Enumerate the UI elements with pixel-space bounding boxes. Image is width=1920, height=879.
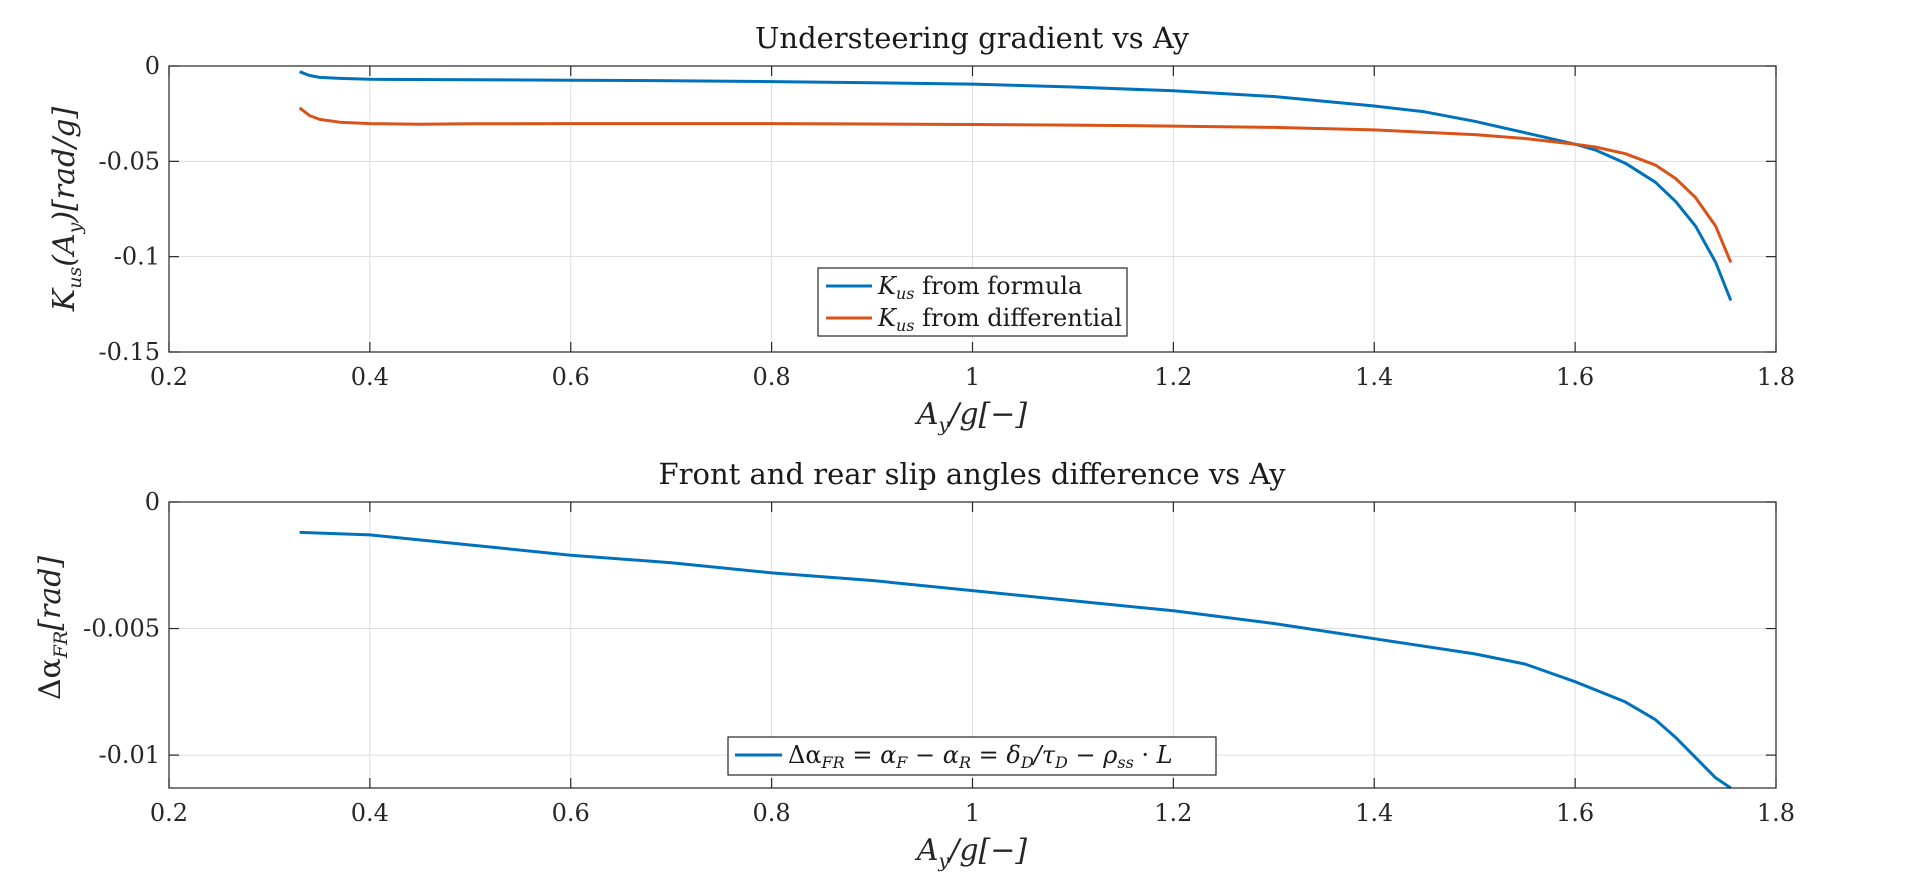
- x-tick-label: 1.4: [1355, 799, 1393, 827]
- x-tick-label: 0.2: [150, 799, 188, 827]
- legend-box: [817, 267, 1128, 337]
- x-tick-label: 1.6: [1556, 799, 1594, 827]
- y-tick-label: -0.15: [98, 338, 160, 366]
- y-axis-ticks: 0 -0.05 -0.1 -0.15: [98, 52, 1776, 366]
- legend: ΔαFR = αF − αR = δD/τD − ρss · L: [727, 736, 1217, 776]
- plot-frame: [168, 65, 1777, 353]
- x-tick-label: 1.2: [1154, 363, 1192, 391]
- x-tick-label: 0.8: [753, 363, 791, 391]
- y-tick-label: -0.01: [98, 741, 160, 769]
- y-tick-label: 0: [145, 52, 160, 80]
- x-tick-label: 0.4: [351, 363, 389, 391]
- x-tick-label: 0.2: [150, 363, 188, 391]
- x-tick-label: 0.8: [753, 799, 791, 827]
- plot-understeering-gradient: Understeering gradient vs Ay 0.2 0.4 0.6 0.…: [47, 21, 1795, 436]
- x-tick-label: 1.8: [1757, 363, 1795, 391]
- series-line-1: [299, 70, 1733, 302]
- series-lines: [299, 530, 1732, 790]
- x-tick-label: 0.4: [351, 799, 389, 827]
- legend-entry-formula: Kus from formula: [877, 272, 1082, 303]
- legend: Kus from formula Kus from differential: [817, 267, 1128, 337]
- y-tick-label: -0.05: [98, 147, 160, 175]
- x-tick-label: 0.6: [552, 799, 590, 827]
- y-axis-ticks: 0 -0.005 -0.01: [83, 488, 1776, 769]
- plot-slip-angle-difference: Front and rear slip angles difference vs…: [33, 457, 1795, 872]
- x-axis-ticks: 0.2 0.4 0.6 0.8 1 1.2 1.4 1.6 1.8: [150, 502, 1795, 827]
- series-lines: [298, 70, 1733, 302]
- legend-entry-differential: Kus from differential: [877, 304, 1122, 335]
- x-tick-label: 0.6: [552, 363, 590, 391]
- x-axis-label: Ay/g[−]: [914, 833, 1028, 872]
- y-tick-label: -0.005: [83, 615, 160, 643]
- x-tick-label: 1.2: [1154, 799, 1192, 827]
- y-axis-label: Kus(Ay)[rad/g]: [47, 107, 86, 313]
- series-line-2: [298, 106, 1733, 263]
- y-axis-label: ΔαFR[rad]: [33, 556, 72, 701]
- y-tick-label: 0: [145, 488, 160, 516]
- x-tick-label: 1.8: [1757, 799, 1795, 827]
- legend-box: [727, 736, 1217, 776]
- y-tick-label: -0.1: [114, 243, 160, 271]
- x-tick-label: 1.4: [1355, 363, 1393, 391]
- x-tick-label: 1.6: [1556, 363, 1594, 391]
- x-axis-label: Ay/g[−]: [914, 397, 1028, 436]
- chart-title: Understeering gradient vs Ay: [755, 21, 1190, 55]
- chart-title: Front and rear slip angles difference vs…: [659, 457, 1287, 491]
- x-axis-ticks: 0.2 0.4 0.6 0.8 1 1.2 1.4 1.6 1.8: [150, 66, 1795, 391]
- x-tick-label: 1: [965, 799, 980, 827]
- plot-frame: [168, 501, 1777, 789]
- series-line-1: [299, 530, 1732, 790]
- legend-entry-slip-difference: ΔαFR = αF − αR = δD/τD − ρss · L: [788, 741, 1173, 772]
- x-tick-label: 1: [965, 363, 980, 391]
